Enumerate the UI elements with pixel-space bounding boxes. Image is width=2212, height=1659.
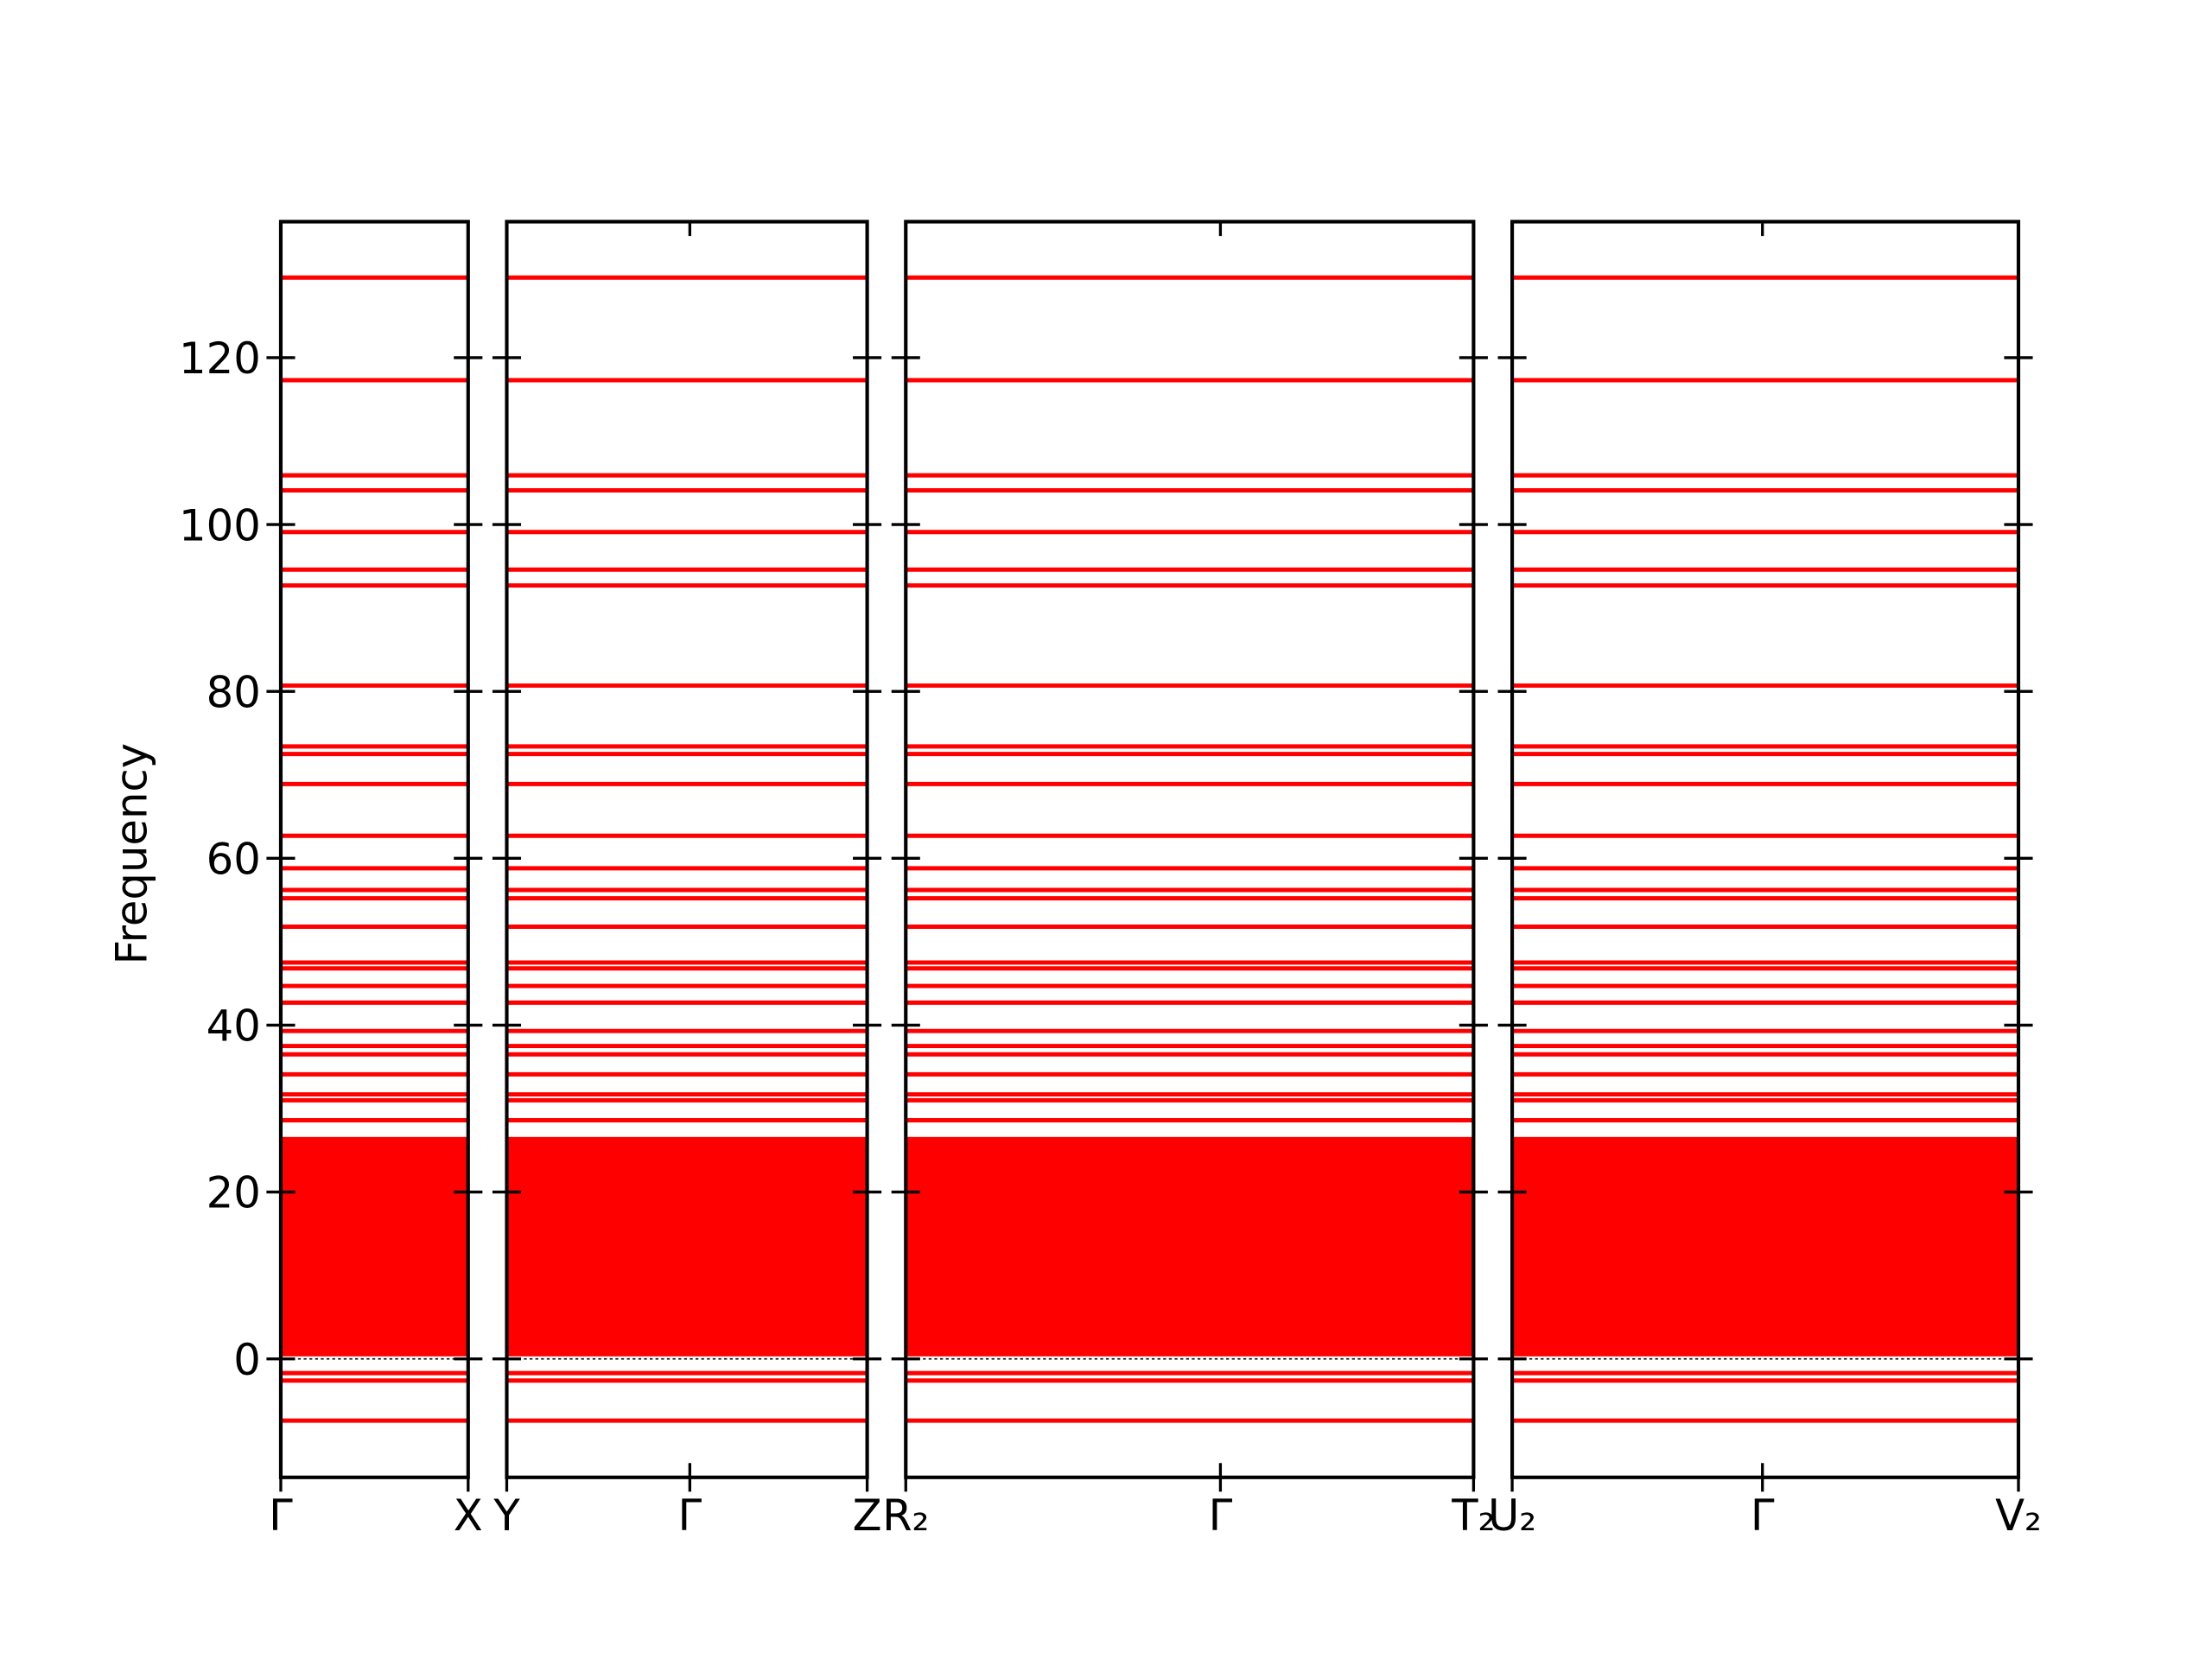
y-tick-label: 40 [207,1001,261,1052]
y-tick-label: 80 [207,667,261,717]
dense-bands [906,1136,1474,1357]
x-tick-label: Γ [1209,1491,1233,1541]
y-tick-label: 60 [207,835,261,885]
panel-frame [278,219,470,1479]
x-tick-label: Z [853,1491,882,1541]
dense-bands [1512,1136,2018,1357]
y-tick-label: 0 [233,1335,261,1385]
x-tick-label: Γ [678,1491,702,1541]
panel-frame [1510,219,2021,1479]
x-tick-label: Γ [1751,1491,1775,1541]
dense-bands [280,1136,468,1357]
panel-frame [505,219,869,1479]
x-tick-label: R₂ [882,1491,929,1541]
dense-bands [506,1136,868,1357]
x-tick-label: T₂ [1451,1491,1495,1541]
panel-frame [904,219,1476,1479]
y-tick-label: 20 [207,1168,261,1218]
y-axis-label: Frequency [106,743,156,964]
x-tick-label: Γ [269,1491,293,1541]
x-tick-label: U₂ [1488,1491,1536,1541]
y-tick-label: 100 [179,500,261,550]
x-tick-label: V₂ [1995,1491,2042,1541]
x-tick-label: X [454,1491,483,1541]
y-tick-label: 120 [179,334,261,384]
x-tick-label: Y [493,1491,520,1541]
